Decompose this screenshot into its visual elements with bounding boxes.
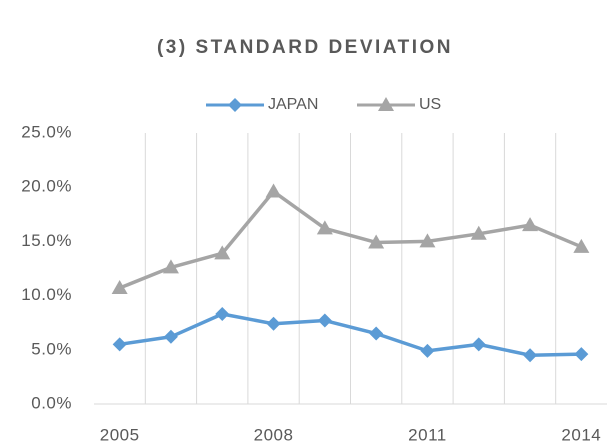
x-tick-label: 2008 [254,425,294,444]
point [378,97,394,111]
x-tick-label: 2011 [408,425,447,444]
point [419,233,436,248]
y-tick-label: 5.0% [31,339,72,358]
legend-label: JAPAN [268,96,318,113]
point [368,234,385,249]
point [215,307,230,322]
series [112,307,589,363]
point [111,280,128,295]
x-tick-label: 2005 [100,425,140,444]
chart-title: (3) STANDARD DEVIATION [157,37,453,58]
line [119,312,582,357]
x-tick-label: 2014 [561,425,601,444]
y-tick-label: 20.0% [21,177,72,196]
point [265,183,282,198]
y-tick-label: 10.0% [21,285,72,304]
legend-label: US [419,96,441,113]
point [470,225,487,240]
point [420,343,435,358]
point [214,245,231,260]
point [369,326,384,341]
series [111,183,590,295]
point [522,217,539,232]
point [316,220,333,235]
y-tick-label: 0.0% [31,393,72,412]
point [574,347,589,362]
point [162,259,179,274]
point [228,98,242,112]
point [163,329,178,344]
line [118,189,583,290]
point [112,337,127,352]
point [573,238,590,253]
y-tick-label: 25.0% [21,122,72,141]
point [523,348,538,363]
point [317,313,332,328]
point [266,316,281,331]
point [471,337,486,352]
y-tick-label: 15.0% [21,231,72,250]
